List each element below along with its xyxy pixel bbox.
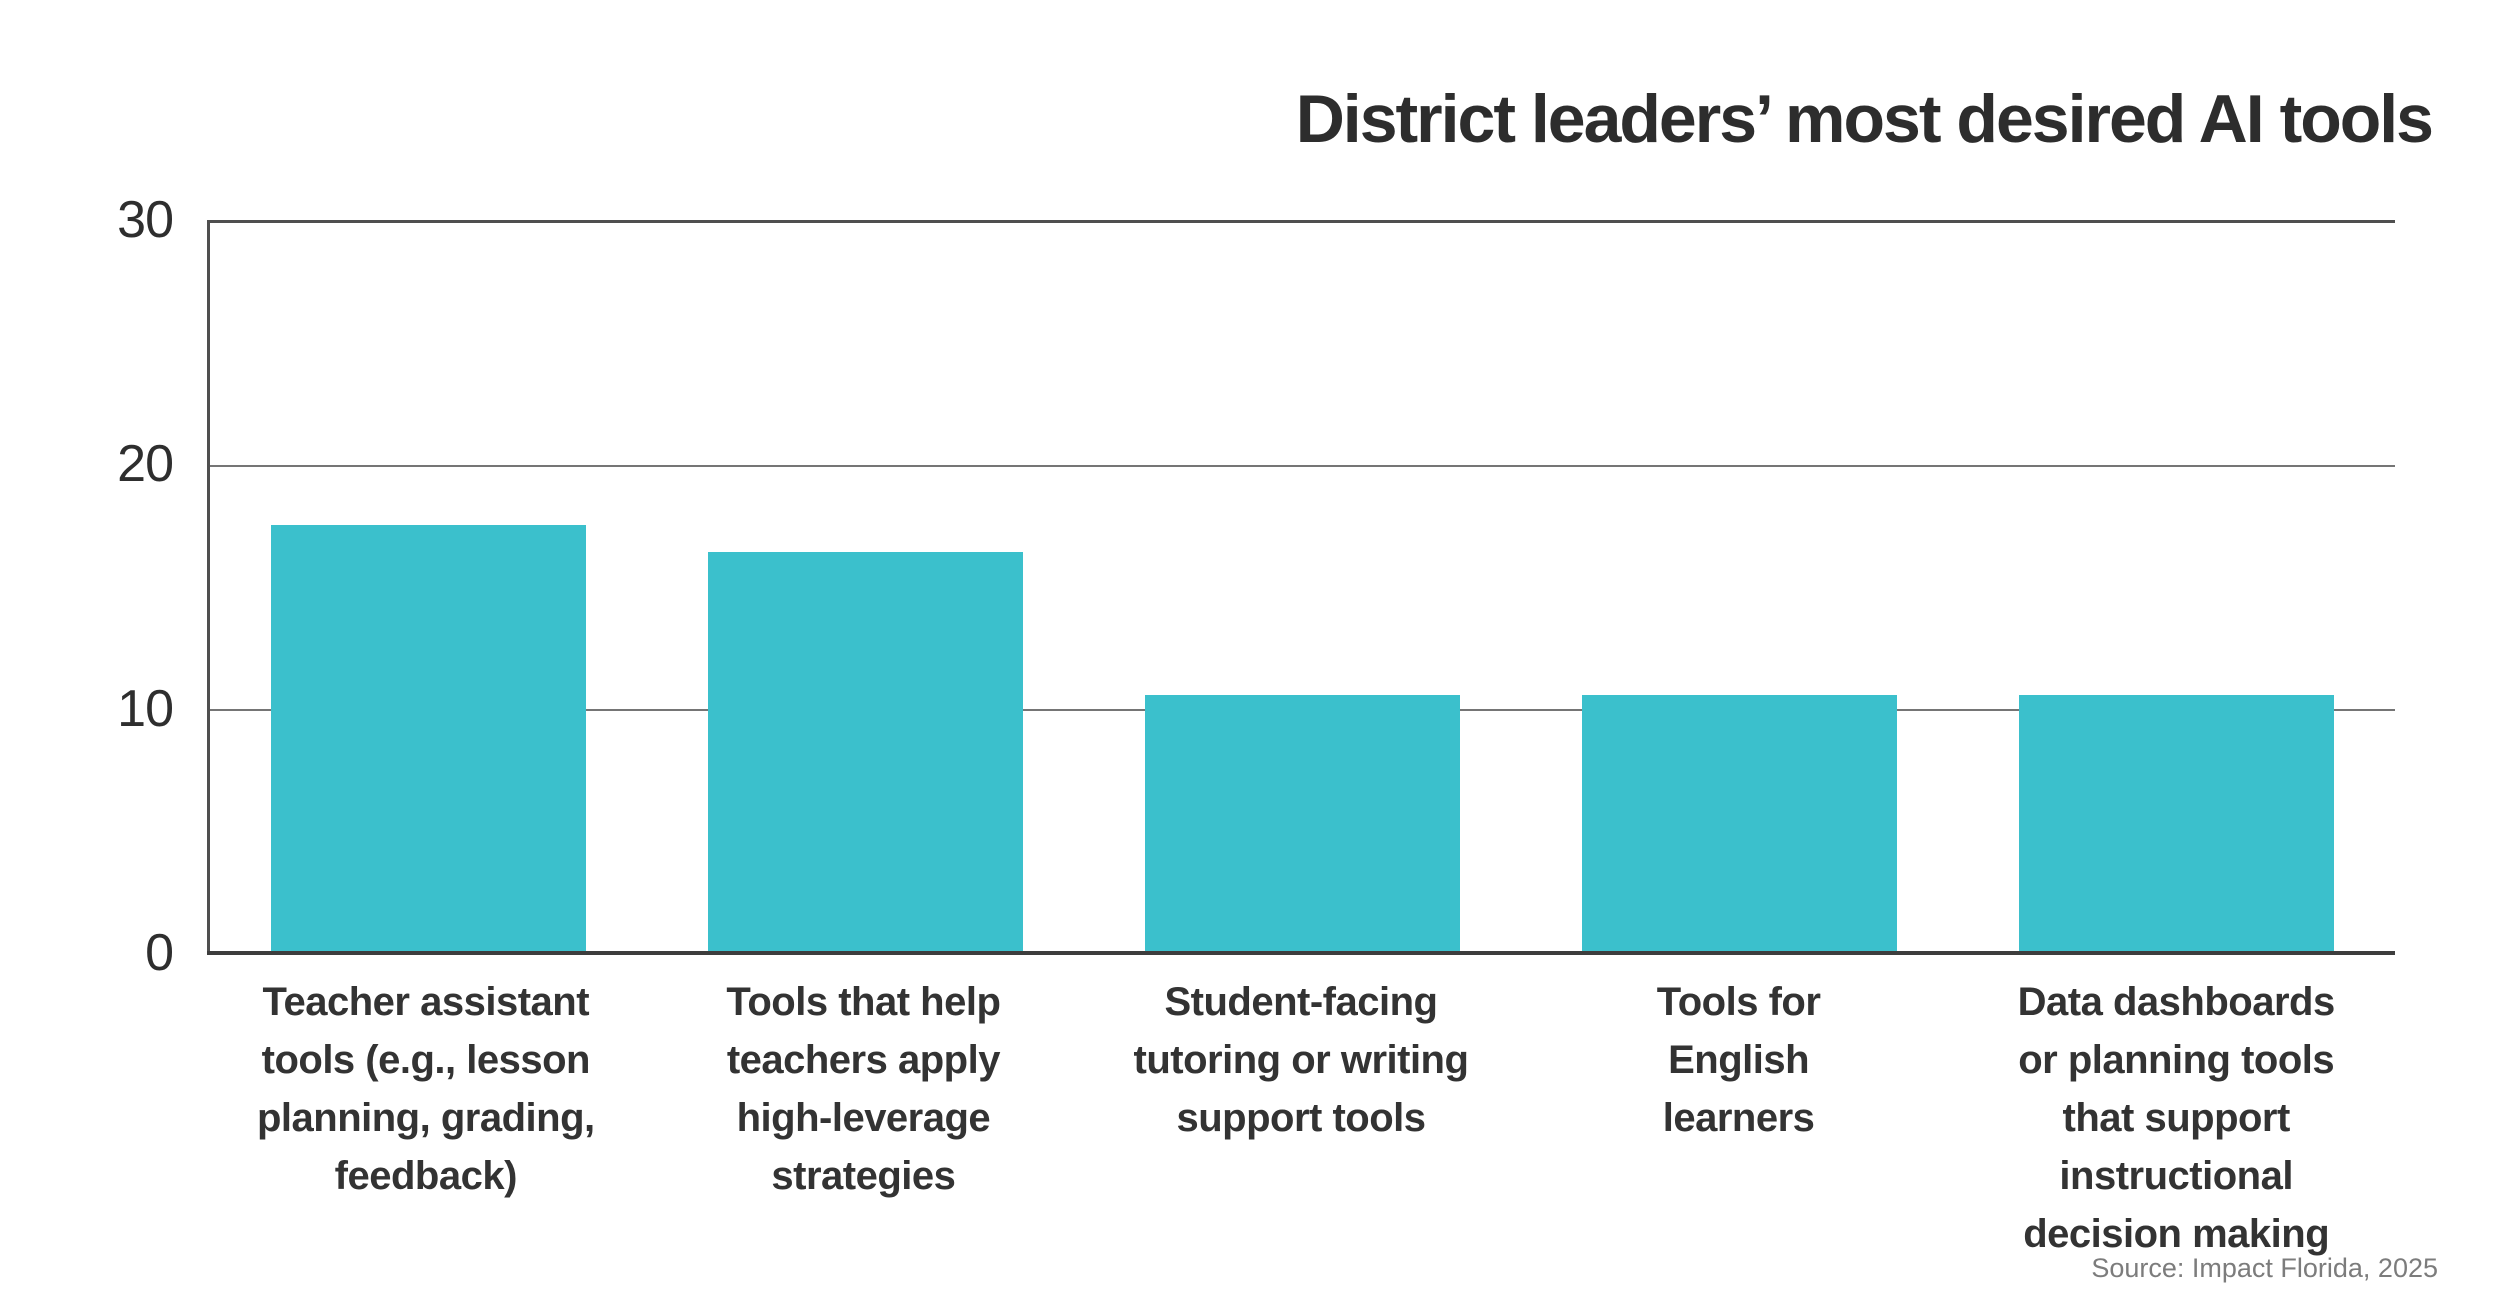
y-axis-tick-10: 10 xyxy=(117,680,174,738)
bar-slot-1 xyxy=(210,223,647,953)
x-label-data-dashboards: Data dashboards or planning tools that s… xyxy=(2017,980,2336,1256)
bar-slot-5 xyxy=(1958,223,2395,953)
bar-slot-3 xyxy=(1084,223,1521,953)
y-axis-tick-0: 0 xyxy=(145,924,174,982)
y-axis-tick-30: 30 xyxy=(117,191,174,249)
bar-series xyxy=(210,223,2395,953)
x-label-english-learners: Tools for English learners xyxy=(1656,980,1821,1140)
bar-slot-2 xyxy=(647,223,1084,953)
bar-high-leverage-strategies xyxy=(708,551,1023,953)
source-caption: Source: Impact Florida, 2025 xyxy=(2091,1253,2438,1283)
y-axis-tick-20: 20 xyxy=(117,435,174,493)
x-label-student-facing-tutoring: Student-facing tutoring or writing suppo… xyxy=(1133,980,1469,1140)
chart-title: District leaders’ most desired AI tools xyxy=(1295,81,2434,157)
gridline-20 xyxy=(210,465,2395,468)
x-axis-line xyxy=(207,951,2395,955)
plot-area xyxy=(207,220,2395,955)
bar-slot-4 xyxy=(1521,223,1958,953)
x-label-high-leverage-strategies: Tools that help teachers apply high-leve… xyxy=(726,980,1001,1198)
x-axis-labels: Teacher assistant tools (e.g., lesson pl… xyxy=(207,973,2395,1263)
bar-english-learners xyxy=(1582,695,1897,953)
bar-data-dashboards xyxy=(2019,695,2334,953)
bar-student-facing-tutoring xyxy=(1145,695,1460,953)
bar-teacher-assistant-tools xyxy=(271,524,586,953)
x-label-teacher-assistant-tools: Teacher assistant tools (e.g., lesson pl… xyxy=(256,980,595,1198)
